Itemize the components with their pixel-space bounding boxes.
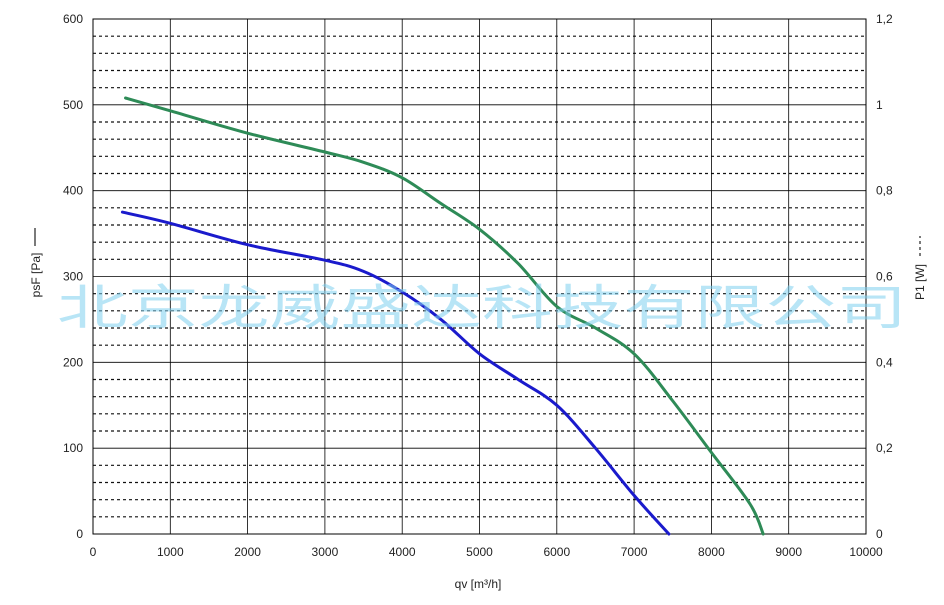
y-right-tick-label: 0 [876, 527, 883, 541]
x-tick-label: 5000 [466, 545, 493, 559]
x-tick-labels: 0 1000 2000 3000 4000 5000 6000 7000 8000 9000 100… [90, 545, 883, 559]
y-left-tick-labels: 0 100 200 300 400 500 600 [63, 12, 83, 541]
y-right-tick-label: 0,8 [876, 184, 893, 198]
x-axis-title: qv [m³/h] [455, 577, 502, 591]
x-tick-label: 1000 [157, 545, 184, 559]
y-right-tick-label: 1,2 [876, 12, 893, 26]
x-tick-label: 6000 [543, 545, 570, 559]
series-curve-2 [124, 96, 765, 536]
x-tick-label: 4000 [389, 545, 416, 559]
y-right-tick-label: 0,6 [876, 270, 893, 284]
x-tick-label: 9000 [775, 545, 802, 559]
series-curve-1 [120, 210, 671, 536]
x-tick-label: 3000 [312, 545, 339, 559]
plot-frame [92, 18, 867, 535]
x-tick-label: 7000 [621, 545, 648, 559]
y-right-tick-label: 1 [876, 98, 883, 112]
series-lines [120, 96, 765, 536]
x-tick-label: 0 [90, 545, 97, 559]
y-right-tick-label: 0,2 [876, 441, 893, 455]
y-right-tick-label: 0,4 [876, 355, 893, 369]
y-right-tick-labels: 0 0,2 0,4 0,6 0,8 1 1,2 [876, 12, 893, 541]
y-left-tick-label: 500 [63, 98, 83, 112]
y-left-tick-label: 0 [76, 527, 83, 541]
y-left-tick-label: 200 [63, 355, 83, 369]
y-left-axis-title: psF [Pa] [29, 253, 43, 298]
y-right-axis-title: P1 [W] [913, 264, 927, 300]
x-tick-label: 10000 [849, 545, 883, 559]
y-left-tick-label: 400 [63, 184, 83, 198]
y-left-tick-label: 300 [63, 270, 83, 284]
x-tick-label: 8000 [698, 545, 725, 559]
y-left-tick-label: 600 [63, 12, 83, 26]
watermark-text: 北京龙威盛达科技有限公司 [57, 280, 907, 336]
x-tick-label: 2000 [234, 545, 261, 559]
major-gridlines [92, 18, 867, 535]
y-left-tick-label: 100 [63, 441, 83, 455]
